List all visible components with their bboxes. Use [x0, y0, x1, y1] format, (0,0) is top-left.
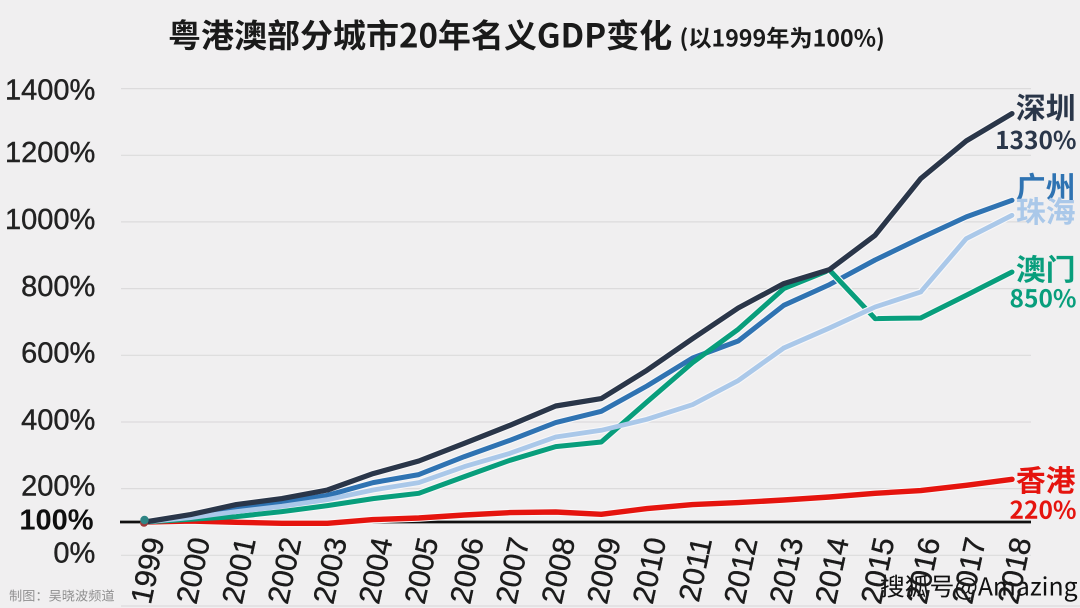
svg-text:1400%: 1400%: [5, 74, 95, 106]
svg-text:800%: 800%: [21, 271, 95, 303]
svg-text:0%: 0%: [53, 538, 95, 570]
svg-text:100%: 100%: [19, 504, 93, 536]
svg-text:1000%: 1000%: [5, 204, 95, 236]
svg-text:400%: 400%: [21, 404, 95, 436]
svg-text:1200%: 1200%: [5, 137, 95, 169]
svg-text:200%: 200%: [21, 470, 95, 502]
svg-text:600%: 600%: [21, 338, 95, 370]
svg-text:2002: 2002: [262, 535, 308, 607]
